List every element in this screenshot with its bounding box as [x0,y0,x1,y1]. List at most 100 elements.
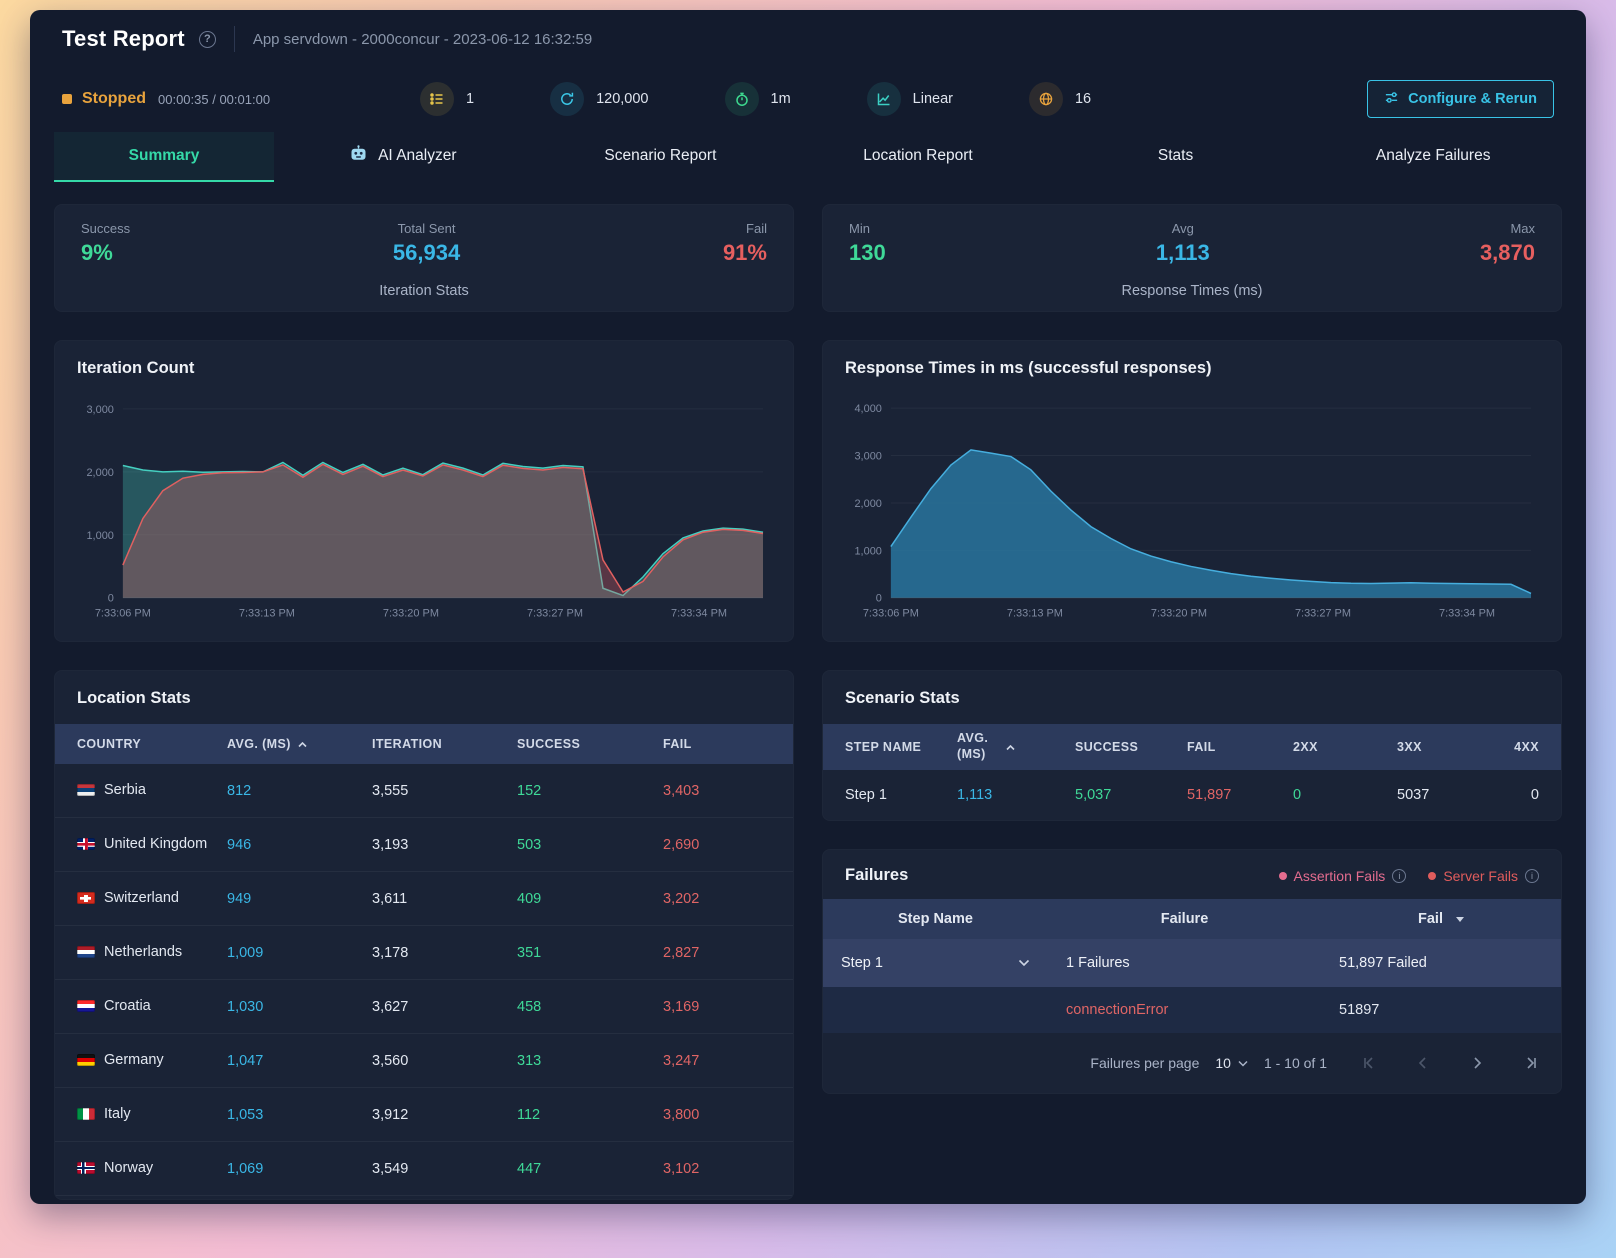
column-header: SUCCESS [517,737,581,751]
flag-icon [77,1108,95,1121]
run-metrics: 1 120,000 1m Linear [420,82,1091,116]
xx4-cell: 0 [1530,787,1539,803]
metric-ramp: Linear [866,82,953,116]
server-dot-icon [1428,871,1437,880]
run-status: Stopped 00:00:35 / 00:01:00 [62,90,362,108]
total-sent-stat: Total Sent 56,934 [392,221,461,265]
header: Test Report ? App servdown - 2000concur … [54,10,1562,68]
column-header-sorted[interactable]: Fail [1321,911,1561,927]
metric-value: Linear [912,91,953,107]
flag-icon [77,1162,95,1175]
page-range: 1 - 10 of 1 [1263,1055,1327,1071]
robot-icon [349,145,368,167]
svg-text:0: 0 [876,593,882,605]
sort-asc-icon [1006,740,1015,754]
last-page-button[interactable] [1519,1051,1543,1075]
success-cell: 313 [517,1052,542,1069]
success-value: 9% [81,240,113,265]
chart-title: Iteration Count [77,359,195,377]
scenario-stats-body: Step 1 1,113 5,037 51,897 0 5037 0 [823,770,1561,820]
prev-page-button[interactable] [1411,1051,1435,1075]
success-cell: 5,037 [1075,787,1112,803]
iterations-icon [550,82,585,116]
metric-duration: 1m [724,82,791,116]
legend-server-fails: Server Fails i [1428,868,1539,884]
column-header: FAIL [1187,740,1216,754]
page-title: Test Report [62,26,185,51]
right-column: Min 130 Avg 1,113 Max 3,870 Response Tim… [822,204,1562,1200]
success-cell: 447 [517,1160,542,1177]
tab-scenario-report[interactable]: Scenario Report [604,147,717,164]
column-header: 4XX [1514,740,1539,754]
step-cell: Step 1 [845,787,887,803]
tab-summary[interactable]: Summary [54,132,274,182]
table-row: Step 1 1,113 5,037 51,897 0 5037 0 [823,770,1561,820]
tab-ai-analyzer[interactable]: AI Analyzer [274,132,532,182]
table-row: Serbia 812 3,555 152 3,403 [55,764,793,818]
country-cell: Germany [77,1052,227,1069]
success-cell: 503 [517,836,542,853]
avg-cell: 1,053 [227,1106,264,1123]
iteration-stats-card: Success 9% Total Sent 56,934 Fail 91% It… [54,204,794,312]
card-title: Response Times (ms) [1121,283,1263,299]
success-cell: 112 [517,1106,541,1123]
tab-location-report[interactable]: Location Report [863,147,973,164]
column-header-sorted[interactable]: AVG. (MS) [227,737,372,751]
next-page-button[interactable] [1465,1051,1489,1075]
success-cell: 152 [517,782,542,799]
failure-name[interactable]: connectionError [1066,1002,1169,1018]
info-icon[interactable]: i [1392,868,1407,883]
configure-rerun-button[interactable]: Configure & Rerun [1367,80,1554,118]
svg-text:3,000: 3,000 [86,404,113,416]
total-sent-value: 56,934 [392,240,461,265]
info-icon[interactable]: i [1525,868,1539,883]
first-page-button[interactable] [1357,1051,1381,1075]
svg-text:7:33:13 PM: 7:33:13 PM [1007,608,1063,620]
column-header: COUNTRY [77,737,142,751]
per-page-select[interactable]: 10 [1215,1055,1248,1071]
success-cell: 409 [517,890,542,907]
sliders-icon [1384,90,1399,109]
fail-cell: 3,202 [663,890,700,907]
failure-detail-row[interactable]: connectionError 51897 [823,987,1561,1033]
legend-assertion-fails: Assertion Fails i [1278,868,1407,884]
avg-cell: 1,113 [957,787,993,803]
tab-stats[interactable]: Stats [1157,147,1194,164]
column-header-sorted[interactable]: AVG. (MS) [957,731,1075,762]
table-row: Croatia 1,030 3,627 458 3,169 [55,980,793,1034]
failures-table-header: Step Name Failure Fail [823,899,1561,939]
table-row: Italy 1,053 3,912 112 3,800 [55,1088,793,1142]
metric-value: 120,000 [596,91,649,107]
chevron-down-icon [1238,1060,1248,1067]
success-cell: 458 [517,998,542,1015]
iteration-cell: 3,912 [372,1106,409,1123]
svg-text:0: 0 [108,593,114,605]
country-cell: Croatia [77,998,227,1015]
column-header: SUCCESS [1075,740,1139,754]
report-tabs: Summary AI Analyzer Scenario Report Loca… [54,132,1562,182]
failure-group-row[interactable]: Step 1 1 Failures 51,897 Failed [823,939,1561,987]
iteration-cell: 3,178 [372,944,409,961]
flag-icon [77,784,95,797]
fail-value: 91% [722,240,767,265]
svg-text:7:33:20 PM: 7:33:20 PM [1151,608,1207,620]
avg-value: 1,113 [1155,240,1210,265]
duration-icon [724,82,759,116]
flag-icon [77,1000,95,1013]
country-cell: Switzerland [77,890,227,907]
chevron-down-icon[interactable] [1018,955,1030,971]
svg-text:1,000: 1,000 [854,545,881,557]
country-cell: United Kingdom [77,836,227,853]
iteration-cell: 3,560 [372,1052,409,1069]
help-icon[interactable]: ? [198,30,216,48]
column-header: ITERATION [372,737,443,751]
xx3-cell: 5037 [1397,787,1430,803]
min-stat: Min 130 [849,221,886,265]
success-cell: 351 [517,944,542,961]
tab-analyze-failures[interactable]: Analyze Failures [1375,147,1491,164]
xx2-cell: 0 [1293,787,1302,803]
min-value: 130 [849,240,886,265]
column-header: 3XX [1397,740,1422,754]
flag-icon [77,892,95,905]
svg-text:3,000: 3,000 [854,451,881,463]
